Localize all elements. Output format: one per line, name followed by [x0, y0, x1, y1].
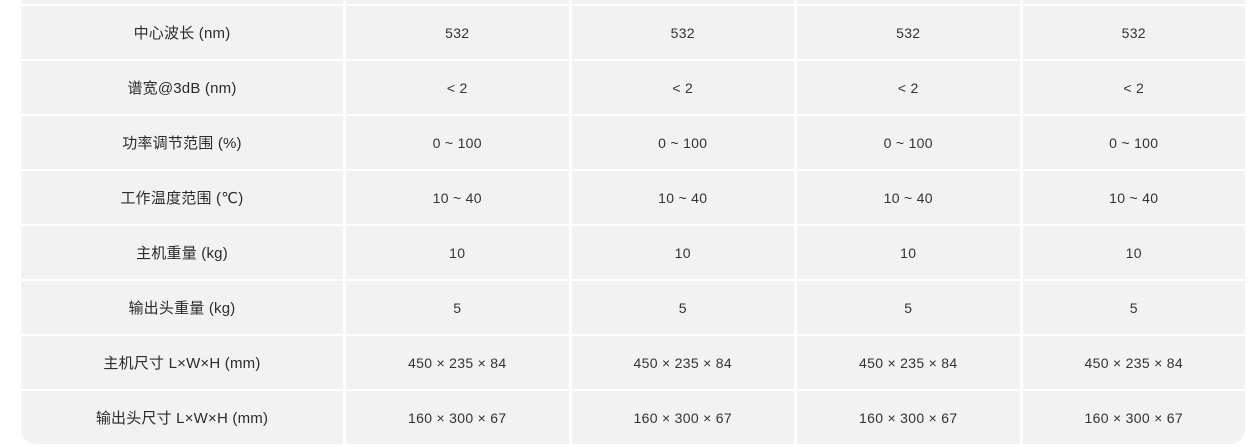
spec-cell: 160 × 300 × 67: [571, 391, 794, 444]
spec-table: 中心波长 (nm) 532 532 532 532 谱宽@3dB (nm) < …: [21, 0, 1245, 444]
spec-cell: 0 ~ 100: [1022, 116, 1245, 169]
spec-row-label: 工作温度范围 (℃): [21, 171, 343, 224]
spec-cell: 160 × 300 × 67: [346, 391, 569, 444]
spec-cell: 450 × 235 × 84: [346, 336, 569, 389]
spec-cell: 0 ~ 100: [346, 116, 569, 169]
spec-row-label: 中心波长 (nm): [21, 6, 343, 59]
spec-row-label: 主机重量 (kg): [21, 226, 343, 279]
spec-cell: 450 × 235 × 84: [571, 336, 794, 389]
spec-cell: 5: [346, 281, 569, 334]
truncated-row-cell: [571, 0, 794, 4]
spec-cell: 532: [346, 6, 569, 59]
spec-cell: 10 ~ 40: [1022, 171, 1245, 224]
spec-row-label: 输出头重量 (kg): [21, 281, 343, 334]
spec-cell: < 2: [797, 61, 1020, 114]
spec-cell: 5: [571, 281, 794, 334]
spec-cell: < 2: [571, 61, 794, 114]
spec-cell: 10 ~ 40: [346, 171, 569, 224]
spec-cell: 10: [1022, 226, 1245, 279]
spec-cell: 10: [797, 226, 1020, 279]
spec-cell: 0 ~ 100: [571, 116, 794, 169]
spec-cell: 10 ~ 40: [571, 171, 794, 224]
spec-cell: 5: [797, 281, 1020, 334]
truncated-row-cell: [346, 0, 569, 4]
spec-cell: 10: [346, 226, 569, 279]
spec-cell: 160 × 300 × 67: [797, 391, 1020, 444]
spec-row-label: 谱宽@3dB (nm): [21, 61, 343, 114]
spec-cell: 450 × 235 × 84: [1022, 336, 1245, 389]
spec-row-label: 功率调节范围 (%): [21, 116, 343, 169]
spec-cell: 0 ~ 100: [797, 116, 1020, 169]
truncated-row-cell: [21, 0, 343, 4]
truncated-row-cell: [1022, 0, 1245, 4]
spec-cell: 5: [1022, 281, 1245, 334]
spec-cell: 10 ~ 40: [797, 171, 1020, 224]
spec-cell: 450 × 235 × 84: [797, 336, 1020, 389]
spec-cell: 10: [571, 226, 794, 279]
truncated-row-cell: [797, 0, 1020, 4]
spec-cell: 532: [797, 6, 1020, 59]
spec-cell: 532: [1022, 6, 1245, 59]
spec-row-label: 主机尺寸 L×W×H (mm): [21, 336, 343, 389]
spec-cell: < 2: [346, 61, 569, 114]
spec-cell: < 2: [1022, 61, 1245, 114]
spec-cell: 160 × 300 × 67: [1022, 391, 1245, 444]
spec-row-label: 输出头尺寸 L×W×H (mm): [21, 391, 343, 444]
spec-cell: 532: [571, 6, 794, 59]
